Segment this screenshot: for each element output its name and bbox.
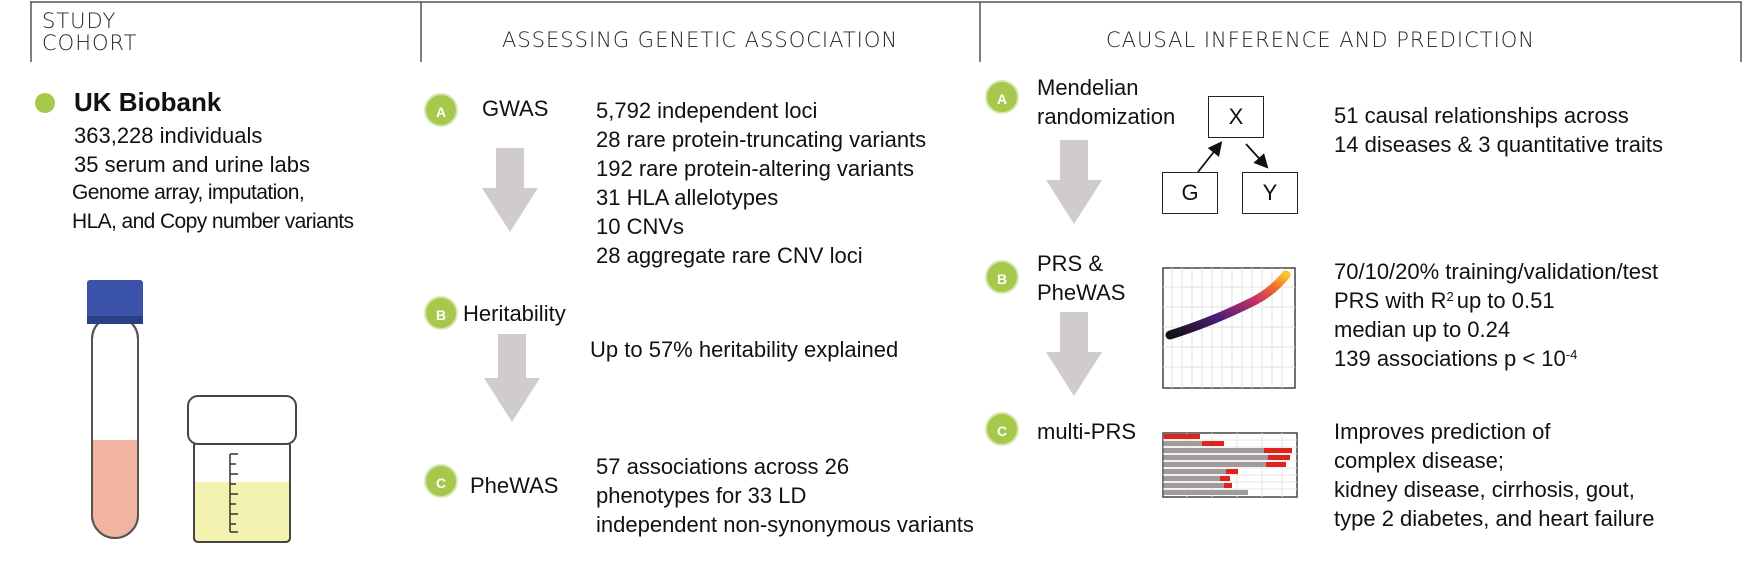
genetic-arrow-b-to-c <box>484 334 540 422</box>
dag-node-x: X <box>1208 96 1264 138</box>
genetic-c-label: PheWAS <box>470 473 559 498</box>
genetic-a-badge: A <box>424 93 458 127</box>
genetic-a-line-1: 5,792 independent loci <box>596 98 818 123</box>
header-causal: CAUSAL INFERENCE AND PREDICTION <box>1106 28 1536 52</box>
causal-b-badge: B <box>985 260 1019 294</box>
genetic-c-badge: C <box>424 464 458 498</box>
causal-a-label-2: randomization <box>1037 104 1176 129</box>
urine-container-icon <box>187 395 297 543</box>
causal-b-line-4: 139 associations p < 10-4 <box>1334 345 1577 372</box>
causal-b-line-2-sup: 2 <box>1446 289 1454 304</box>
dag-node-g: G <box>1162 172 1218 214</box>
causal-arrow-a-to-b <box>1046 140 1102 224</box>
multi-prs-heatmap <box>1162 432 1298 498</box>
causal-b-line-3: median up to 0.24 <box>1334 316 1510 343</box>
cohort-bullet-icon <box>35 93 55 113</box>
prs-curve-plot <box>1162 267 1296 389</box>
header-genetic: ASSESSING GENETIC ASSOCIATION <box>502 28 899 52</box>
genetic-c-line-1: 57 associations across 26 <box>596 454 850 479</box>
header-study: STUDY COHORT <box>42 10 137 54</box>
causal-b-line-2: PRS with R2 up to 0.51 <box>1334 287 1555 314</box>
causal-c-line-4: type 2 diabetes, and heart failure <box>1334 506 1655 531</box>
genetic-c-line-3: independent non-synonymous variants <box>596 512 974 537</box>
genetic-a-line-2: 28 rare protein-truncating variants <box>596 127 927 152</box>
header-frame <box>30 1 1742 62</box>
genetic-a-line-5: 10 CNVs <box>596 214 685 239</box>
causal-b-label-1: PRS & <box>1037 251 1104 276</box>
genetic-arrow-a-to-b <box>482 148 538 232</box>
genetic-a-line-3: 192 rare protein-altering variants <box>596 156 914 181</box>
genetic-b-line-1: Up to 57% heritability explained <box>590 337 899 362</box>
causal-b-line-1-text: 70/10/20% training/validation/test <box>1334 259 1659 284</box>
genetic-b-label: Heritability <box>463 301 566 326</box>
cohort-line-1: 363,228 individuals <box>74 123 263 148</box>
causal-c-line-2: complex disease; <box>1334 448 1504 473</box>
causal-b-line-1: 70/10/20% training/validation/test <box>1334 258 1658 285</box>
causal-a-line-2: 14 diseases & 3 quantitative traits <box>1334 132 1663 157</box>
causal-a-label-1: Mendelian <box>1037 75 1139 100</box>
header-study-line2: COHORT <box>42 31 138 55</box>
blood-tube-icon <box>87 280 143 539</box>
genetic-b-badge: B <box>424 296 458 330</box>
causal-a-line-1: 51 causal relationships across <box>1334 103 1629 128</box>
causal-c-label: multi-PRS <box>1037 419 1137 444</box>
causal-b-line-3-text: median up to 0.24 <box>1334 317 1511 342</box>
dag-edges <box>1197 141 1269 173</box>
causal-b-line-4-sup: -4 <box>1565 347 1578 362</box>
causal-b-line-4-pre: 139 associations p < 10 <box>1334 346 1566 371</box>
causal-c-line-1: Improves prediction of <box>1334 419 1551 444</box>
cohort-name: UK Biobank <box>74 87 222 117</box>
genetic-a-line-4: 31 HLA allelotypes <box>596 185 779 210</box>
causal-a-badge: A <box>985 80 1019 114</box>
causal-c-line-3: kidney disease, cirrhosis, gout, <box>1334 477 1635 502</box>
causal-arrow-b-to-c <box>1046 312 1102 396</box>
header-study-line1: STUDY <box>42 9 117 33</box>
genetic-a-label: GWAS <box>482 96 549 121</box>
dag-node-y: Y <box>1242 172 1298 214</box>
cohort-line-4: HLA, and Copy number variants <box>72 210 354 233</box>
genetic-c-line-2: phenotypes for 33 LD <box>596 483 807 508</box>
causal-b-line-2-post: up to 0.51 <box>1456 288 1555 313</box>
causal-c-badge: C <box>985 412 1019 446</box>
causal-b-line-2-pre: PRS with R <box>1334 288 1447 313</box>
genetic-a-line-6: 28 aggregate rare CNV loci <box>596 243 863 268</box>
cohort-line-2: 35 serum and urine labs <box>74 152 311 177</box>
cohort-line-3: Genome array, imputation, <box>72 181 305 204</box>
causal-b-label-2: PheWAS <box>1037 280 1126 305</box>
